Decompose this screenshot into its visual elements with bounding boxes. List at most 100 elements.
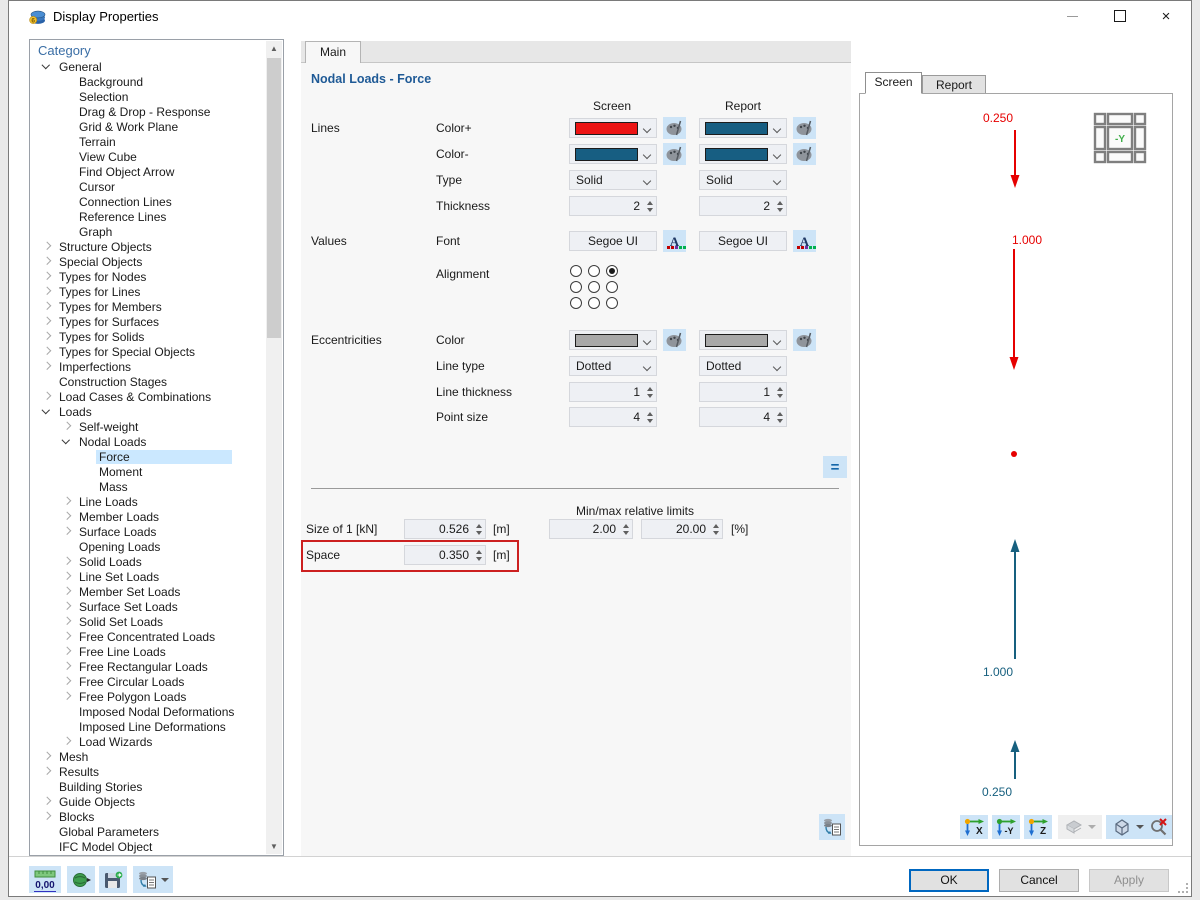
copy-settings-button[interactable]: [819, 814, 845, 840]
alignment-radio-mid-left[interactable]: [570, 281, 582, 293]
tree-item[interactable]: Opening Loads: [30, 539, 265, 554]
tree-expand-arrow-icon[interactable]: [58, 554, 76, 569]
color-plus-screen-palette-button[interactable]: [663, 117, 686, 139]
tree-item[interactable]: Terrain: [30, 134, 265, 149]
spinner-arrows-icon[interactable]: [472, 549, 485, 561]
tree-item[interactable]: Free Polygon Loads: [30, 689, 265, 704]
color-plus-report-dropdown[interactable]: [699, 118, 787, 138]
tree-item[interactable]: Types for Solids: [30, 329, 265, 344]
tree-item[interactable]: Blocks: [30, 809, 265, 824]
ecc-line-type-screen-select[interactable]: Dotted: [569, 356, 657, 376]
font-style-screen-button[interactable]: A: [663, 230, 686, 252]
tree-item[interactable]: Global Parameters: [30, 824, 265, 839]
tree-item[interactable]: Find Object Arrow: [30, 164, 265, 179]
tree-expand-arrow-icon[interactable]: [58, 119, 76, 134]
tree-expand-arrow-icon[interactable]: [38, 374, 56, 389]
line-type-report-select[interactable]: Solid: [699, 170, 787, 190]
alignment-radio-bottom-right[interactable]: [606, 297, 618, 309]
scrollbar-thumb[interactable]: [267, 58, 281, 338]
tree-expand-arrow-icon[interactable]: [38, 809, 56, 824]
font-report-button[interactable]: Segoe UI: [699, 231, 787, 251]
tree-item[interactable]: Selection: [30, 89, 265, 104]
color-minus-report-palette-button[interactable]: [793, 143, 816, 165]
color-minus-report-dropdown[interactable]: [699, 144, 787, 164]
tree-item[interactable]: IFC Model Object: [30, 839, 265, 854]
tree-expand-arrow-icon[interactable]: [58, 434, 76, 449]
zoom-reset-button[interactable]: [1146, 815, 1172, 839]
spinner-arrows-icon[interactable]: [643, 200, 656, 212]
tree-expand-arrow-icon[interactable]: [58, 179, 76, 194]
ecc-color-report-palette-button[interactable]: [793, 329, 816, 351]
spinner-arrows-icon[interactable]: [643, 411, 656, 423]
tree-expand-arrow-icon[interactable]: [38, 749, 56, 764]
ecc-line-thickness-screen-spinner[interactable]: 1: [569, 382, 657, 402]
tree-item[interactable]: Member Loads: [30, 509, 265, 524]
alignment-radio-bottom-left[interactable]: [570, 297, 582, 309]
tree-scrollbar[interactable]: ▲ ▼: [266, 41, 282, 854]
save-settings-button[interactable]: [99, 866, 127, 893]
tree-item[interactable]: Load Cases & Combinations: [30, 389, 265, 404]
font-screen-button[interactable]: Segoe UI: [569, 231, 657, 251]
tree-item[interactable]: Mesh: [30, 749, 265, 764]
tree-item[interactable]: Imposed Line Deformations: [30, 719, 265, 734]
tree-item[interactable]: View Cube: [30, 149, 265, 164]
units-settings-button[interactable]: 0,00: [29, 866, 61, 893]
tree-item[interactable]: Types for Surfaces: [30, 314, 265, 329]
tree-expand-arrow-icon[interactable]: [58, 629, 76, 644]
tree-item[interactable]: Free Concentrated Loads: [30, 629, 265, 644]
tree-expand-arrow-icon[interactable]: [58, 704, 76, 719]
scroll-down-icon[interactable]: ▼: [270, 842, 278, 851]
alignment-radio-top-left[interactable]: [570, 265, 582, 277]
alignment-radio-bottom-center[interactable]: [588, 297, 600, 309]
close-button[interactable]: ×: [1143, 1, 1189, 31]
tree-expand-arrow-icon[interactable]: [58, 224, 76, 239]
thickness-report-spinner[interactable]: 2: [699, 196, 787, 216]
spinner-arrows-icon[interactable]: [619, 523, 632, 535]
alignment-radio-top-center[interactable]: [588, 265, 600, 277]
minimize-button[interactable]: [1049, 1, 1095, 31]
tree-item[interactable]: Reference Lines: [30, 209, 265, 224]
ecc-point-size-screen-spinner[interactable]: 4: [569, 407, 657, 427]
tree-expand-arrow-icon[interactable]: [38, 299, 56, 314]
tree-expand-arrow-icon[interactable]: [58, 524, 76, 539]
ok-button[interactable]: OK: [909, 869, 989, 892]
tree-expand-arrow-icon[interactable]: [38, 824, 56, 839]
line-type-screen-select[interactable]: Solid: [569, 170, 657, 190]
tree-expand-arrow-icon[interactable]: [38, 344, 56, 359]
resize-grip[interactable]: [1178, 883, 1188, 893]
tree-expand-arrow-icon[interactable]: [58, 89, 76, 104]
tree-item[interactable]: Solid Loads: [30, 554, 265, 569]
tree-expand-arrow-icon[interactable]: [78, 479, 96, 494]
color-minus-screen-dropdown[interactable]: [569, 144, 657, 164]
tree-expand-arrow-icon[interactable]: [58, 149, 76, 164]
maximize-button[interactable]: [1097, 1, 1143, 31]
size-of-1-spinner[interactable]: 0.526: [404, 519, 486, 539]
tree-expand-arrow-icon[interactable]: [38, 329, 56, 344]
scroll-up-icon[interactable]: ▲: [270, 44, 278, 53]
tree-expand-arrow-icon[interactable]: [58, 539, 76, 554]
ecc-color-report-dropdown[interactable]: [699, 330, 787, 350]
tree-expand-arrow-icon[interactable]: [38, 764, 56, 779]
tree-item[interactable]: Free Circular Loads: [30, 674, 265, 689]
tree-expand-arrow-icon[interactable]: [38, 254, 56, 269]
ecc-color-screen-palette-button[interactable]: [663, 329, 686, 351]
tree-expand-arrow-icon[interactable]: [58, 164, 76, 179]
view-z-button[interactable]: Z: [1024, 815, 1052, 839]
tree-item[interactable]: Building Stories: [30, 779, 265, 794]
tree-expand-arrow-icon[interactable]: [58, 134, 76, 149]
sync-screen-report-button[interactable]: =: [823, 456, 847, 478]
cancel-button[interactable]: Cancel: [999, 869, 1079, 892]
font-style-report-button[interactable]: A: [793, 230, 816, 252]
tree-expand-arrow-icon[interactable]: [58, 719, 76, 734]
tree-expand-arrow-icon[interactable]: [58, 194, 76, 209]
preview-tab-screen[interactable]: Screen: [865, 72, 922, 94]
copy-from-button[interactable]: [133, 866, 173, 893]
tree-item[interactable]: Nodal Loads: [30, 434, 265, 449]
tree-item[interactable]: Construction Stages: [30, 374, 265, 389]
tree-expand-arrow-icon[interactable]: [58, 659, 76, 674]
color-plus-screen-dropdown[interactable]: [569, 118, 657, 138]
tree-expand-arrow-icon[interactable]: [58, 569, 76, 584]
tree-item[interactable]: Types for Lines: [30, 284, 265, 299]
tab-main[interactable]: Main: [305, 41, 362, 63]
tree-expand-arrow-icon[interactable]: [58, 689, 76, 704]
